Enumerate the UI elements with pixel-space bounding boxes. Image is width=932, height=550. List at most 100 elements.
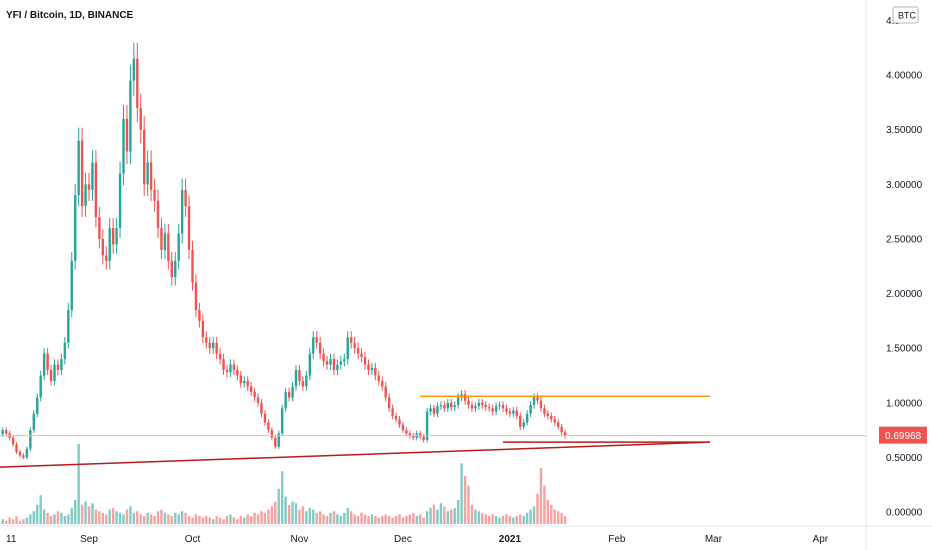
volume-bar xyxy=(301,506,305,524)
candle-body xyxy=(491,408,494,412)
volume-bar xyxy=(215,516,218,524)
volume-bar xyxy=(294,503,298,524)
volume-bar xyxy=(218,517,222,524)
volume-bar xyxy=(94,509,98,524)
candle-body xyxy=(332,359,336,371)
volume-bar xyxy=(312,509,315,524)
candle-body xyxy=(501,405,505,409)
volume-bar xyxy=(453,508,456,524)
volume-bar xyxy=(232,517,236,524)
volume-bar xyxy=(163,512,167,524)
candle-body xyxy=(136,58,139,108)
candle-body xyxy=(46,353,49,371)
volume-bar xyxy=(22,519,25,524)
volume-bar xyxy=(467,485,470,524)
volume-bar xyxy=(136,511,139,524)
candle-body xyxy=(239,375,242,384)
candle-body xyxy=(422,436,425,440)
volume-bar xyxy=(425,511,429,524)
candle-body xyxy=(146,162,149,185)
volume-bar xyxy=(46,512,49,524)
currency-badge[interactable]: BTC xyxy=(892,6,919,24)
volume-bar xyxy=(343,512,346,524)
candle-body xyxy=(543,408,546,414)
candle-body xyxy=(22,455,25,458)
candle-body xyxy=(515,410,518,416)
candle-body xyxy=(36,397,39,414)
volume-bar xyxy=(436,509,439,524)
y-tick-label: 4.00000 xyxy=(886,71,923,82)
candle-body xyxy=(360,353,363,357)
candle-body xyxy=(387,397,391,409)
volume-bar xyxy=(401,517,405,524)
y-tick-label: 0.00000 xyxy=(886,508,923,519)
candle-body xyxy=(560,426,563,433)
volume-bar xyxy=(470,504,474,524)
volume-bar xyxy=(512,517,515,524)
volume-bars xyxy=(1,444,567,524)
volume-bar xyxy=(281,471,284,524)
volume-bar xyxy=(367,516,370,524)
volume-bar xyxy=(491,514,494,524)
volume-bar xyxy=(11,519,15,524)
candle-body xyxy=(87,184,91,190)
volume-bar xyxy=(443,506,446,524)
candle-body xyxy=(260,402,263,414)
volume-bar xyxy=(212,519,215,524)
candle-body xyxy=(553,419,556,423)
candle-body xyxy=(374,367,377,376)
candle-body xyxy=(312,337,315,354)
volume-bar xyxy=(101,512,104,524)
candle-body xyxy=(539,400,543,409)
volume-bar xyxy=(253,512,256,524)
candle-body xyxy=(42,353,46,376)
volume-bar xyxy=(115,511,118,524)
candle-body xyxy=(439,405,443,407)
candle-body xyxy=(167,233,170,261)
volume-bar xyxy=(456,500,460,524)
volume-bar xyxy=(270,506,274,524)
volume-bar xyxy=(387,516,391,524)
candle-body xyxy=(453,405,456,408)
y-tick-label: 2.00000 xyxy=(886,289,923,300)
candle-body xyxy=(139,107,142,130)
volume-bar xyxy=(305,511,308,524)
candle-body xyxy=(353,342,356,349)
candle-body xyxy=(329,359,332,365)
candle-body xyxy=(201,320,205,338)
volume-bar xyxy=(384,514,387,524)
volume-bar xyxy=(553,509,556,524)
volume-bar xyxy=(422,517,425,524)
candle-body xyxy=(115,228,118,245)
volume-bar xyxy=(536,493,539,524)
volume-bar xyxy=(229,514,232,524)
candle-body xyxy=(394,415,398,420)
volume-bar xyxy=(67,514,70,524)
currency-badge-bg[interactable] xyxy=(892,6,919,24)
candle-body xyxy=(477,402,481,407)
candle-body xyxy=(550,415,553,420)
volume-bar xyxy=(546,500,550,524)
candle-body xyxy=(274,437,277,447)
currency-badge-label[interactable]: BTC xyxy=(898,11,917,21)
volume-bar xyxy=(346,508,349,524)
volume-bar xyxy=(174,512,177,524)
volume-bar xyxy=(322,514,325,524)
volume-bar xyxy=(256,514,260,524)
candle-body xyxy=(256,397,260,403)
volume-bar xyxy=(170,516,173,524)
volume-bar xyxy=(332,511,336,524)
candle-body xyxy=(18,451,22,456)
x-tick-label: Sep xyxy=(80,534,98,545)
candle-body xyxy=(212,342,215,349)
volume-bar xyxy=(84,501,87,524)
volume-bar xyxy=(412,512,415,524)
volume-bar xyxy=(391,517,394,524)
candle-body xyxy=(412,435,415,438)
y-tick-label: 2.50000 xyxy=(886,234,923,245)
volume-bar xyxy=(539,468,543,524)
candle-body xyxy=(301,380,305,387)
candle-body xyxy=(563,432,567,436)
volume-bar xyxy=(450,509,453,524)
